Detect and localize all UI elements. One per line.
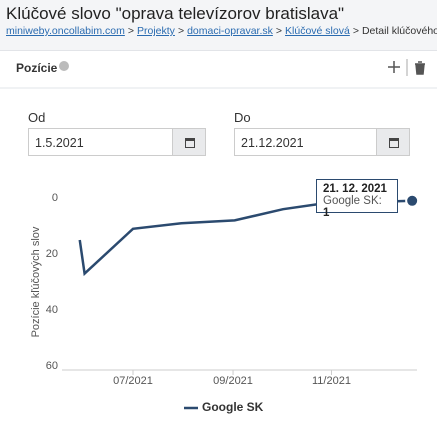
to-calendar-button[interactable] — [376, 128, 410, 156]
y-tick-label: 40 — [46, 304, 58, 316]
y-tick-label: 60 — [46, 360, 58, 372]
breadcrumb-separator: > — [352, 25, 359, 37]
calendar-icon — [389, 138, 399, 148]
y-tick-label: 0 — [52, 192, 58, 204]
breadcrumb-link[interactable]: miniweby.oncollabim.com — [6, 25, 125, 37]
calendar-icon — [185, 138, 195, 148]
page-title: Klúčové slovo "oprava televízorov bratis… — [6, 4, 345, 23]
tooltip: 21. 12. 2021 Google SK: 1 — [316, 179, 398, 219]
x-tick-label: 07/2021 — [113, 375, 153, 387]
breadcrumb-link[interactable]: Klúčové slová — [285, 25, 350, 37]
breadcrumb-link[interactable]: Projekty — [137, 25, 175, 37]
tooltip-value: 1 — [323, 207, 330, 219]
tooltip-date: 21. 12. 2021 — [323, 183, 387, 195]
y-tick-label: 20 — [46, 248, 58, 260]
breadcrumb-separator: > — [127, 25, 134, 37]
from-label: Od — [28, 110, 46, 125]
to-input[interactable]: 21.12.2021 — [234, 128, 378, 156]
y-axis-label: Pozície kľúčových slov — [30, 226, 42, 337]
to-label: Do — [234, 110, 251, 125]
breadcrumb-separator: > — [275, 25, 283, 37]
series-line — [78, 199, 413, 277]
breadcrumb-separator: > — [177, 25, 185, 37]
legend-label: Google SK — [202, 400, 264, 414]
panel-title: Pozície — [16, 61, 58, 75]
breadcrumb-current: Detail klúčového slova — [361, 25, 437, 37]
from-input[interactable]: 1.5.2021 — [28, 128, 174, 156]
from-calendar-button[interactable] — [172, 128, 206, 156]
panel — [0, 50, 437, 421]
x-tick-label: 11/2021 — [312, 375, 351, 387]
breadcrumb-link[interactable]: domaci-opravar.sk — [187, 25, 273, 37]
hover-point — [405, 193, 420, 208]
x-tick-label: 09/2021 — [213, 375, 253, 387]
tooltip-label: Google SK: — [323, 195, 382, 207]
breadcrumb: miniweby.oncollabim.com > Projekty > domaci-… — [6, 25, 437, 37]
